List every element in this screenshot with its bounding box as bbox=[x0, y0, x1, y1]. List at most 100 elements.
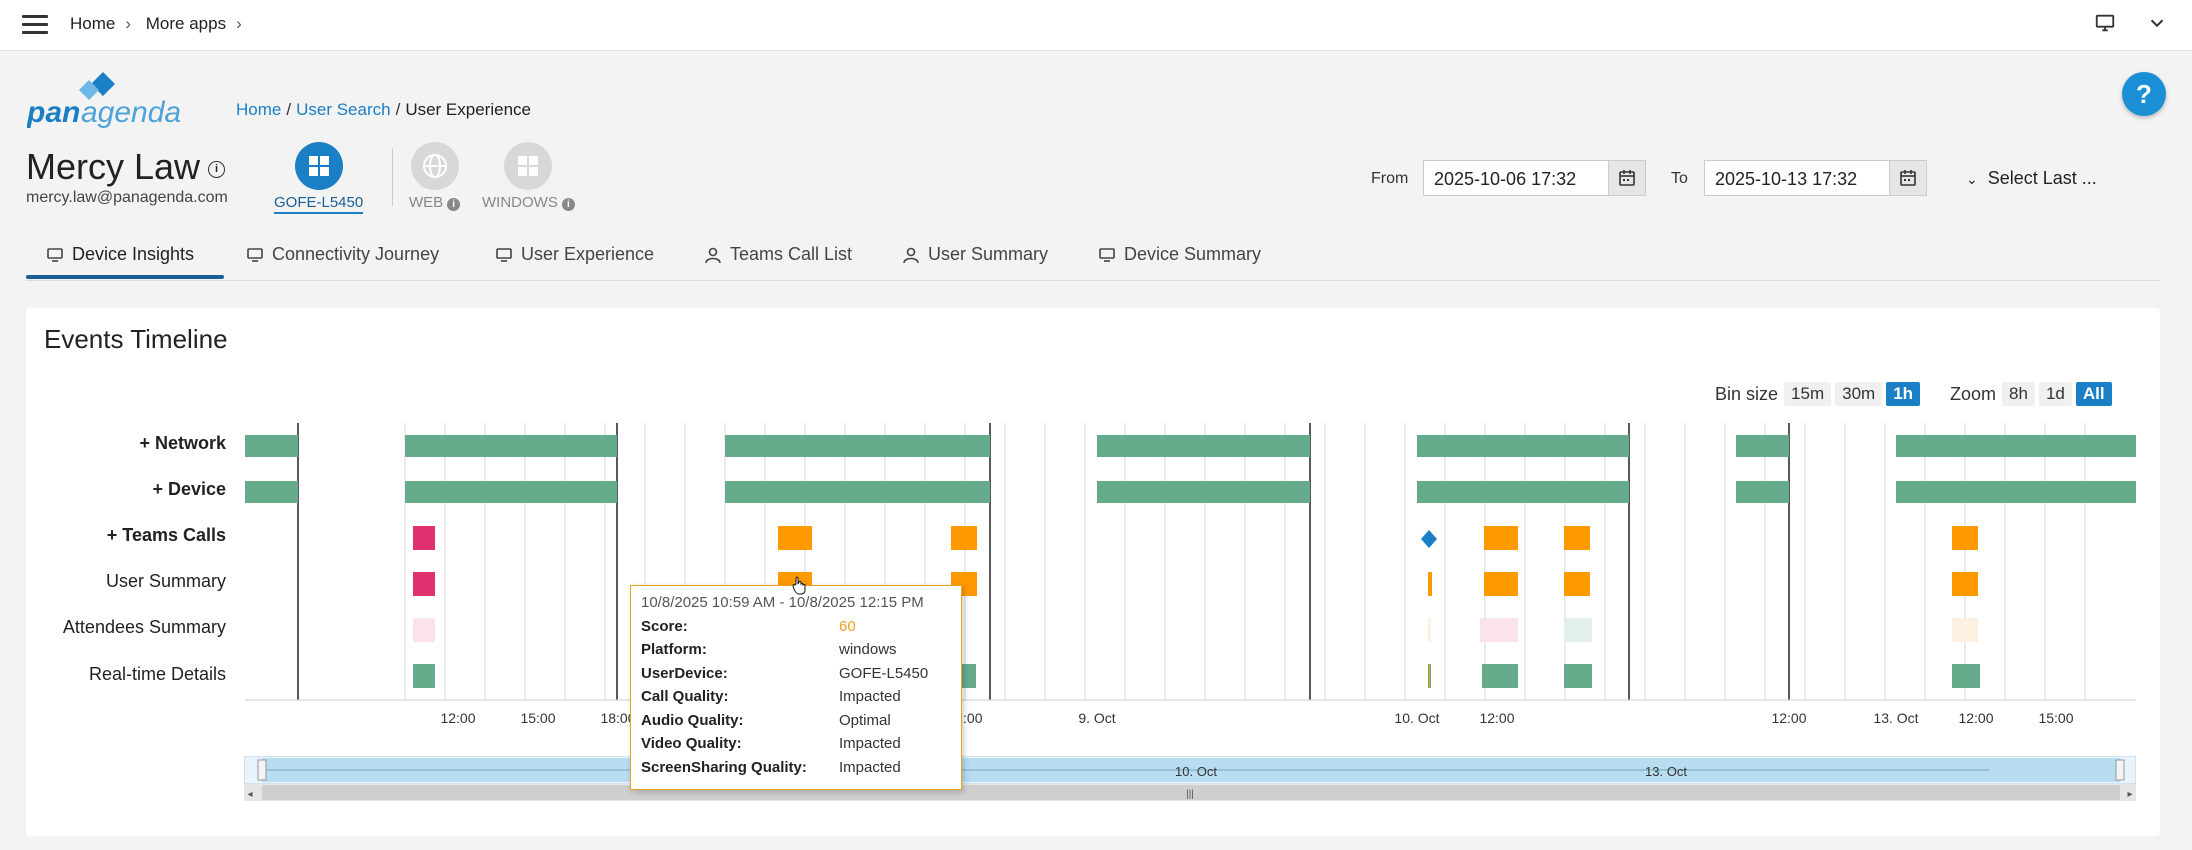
navigator-right-handle[interactable] bbox=[2115, 759, 2125, 781]
info-icon[interactable]: i bbox=[561, 198, 575, 211]
scroll-left-icon[interactable]: ◂ bbox=[247, 789, 252, 800]
teams-call-bar-marker[interactable] bbox=[1421, 530, 1437, 548]
tab-bar: Device Insights Connectivity Journey Use… bbox=[26, 236, 2160, 281]
calendar-icon[interactable] bbox=[1608, 160, 1646, 196]
tab-teams-call-list[interactable]: Teams Call List bbox=[704, 244, 852, 265]
chevron-down-icon[interactable] bbox=[2146, 12, 2168, 34]
svg-text:agenda: agenda bbox=[81, 96, 181, 129]
menu-icon[interactable] bbox=[22, 15, 48, 35]
device-label: WINDOWS bbox=[482, 194, 558, 211]
device-bar[interactable] bbox=[1417, 481, 1629, 503]
monitor-icon[interactable] bbox=[2094, 12, 2116, 34]
bin-30m-button[interactable]: 30m bbox=[1835, 382, 1883, 406]
attendees-summary-bar[interactable] bbox=[413, 618, 435, 642]
realtime-details-bar[interactable] bbox=[1952, 664, 1980, 688]
network-bar[interactable] bbox=[1736, 435, 1789, 457]
device-bar[interactable] bbox=[1097, 481, 1310, 503]
chevron-down-icon: ⌄ bbox=[1966, 171, 1978, 187]
tab-user-experience[interactable]: User Experience bbox=[495, 244, 654, 265]
user-summary-bar[interactable] bbox=[1564, 572, 1590, 596]
teams-call-bar[interactable] bbox=[951, 526, 977, 550]
calendar-icon[interactable] bbox=[1889, 160, 1927, 196]
device-bar[interactable] bbox=[245, 481, 298, 503]
device-bar[interactable] bbox=[725, 481, 990, 503]
x-tick-label: 15:00 bbox=[520, 710, 555, 726]
events-timeline-card: Events Timeline Bin size 15m 30m 1h Zoom… bbox=[26, 308, 2160, 836]
svg-text:|||: ||| bbox=[1186, 789, 1194, 800]
device-tab-web[interactable]: WEB i bbox=[409, 142, 461, 211]
device-tab-gofe[interactable]: GOFE-L5450 bbox=[274, 142, 364, 214]
bin-15m-button[interactable]: 15m bbox=[1784, 382, 1832, 406]
row-label-network[interactable]: + Network bbox=[139, 433, 226, 453]
device-bar[interactable] bbox=[1736, 481, 1789, 503]
teams-call-bar[interactable] bbox=[778, 526, 812, 550]
tab-device-summary[interactable]: Device Summary bbox=[1098, 244, 1261, 265]
user-summary-bar[interactable] bbox=[1952, 572, 1978, 596]
tab-label: Device Insights bbox=[72, 244, 195, 264]
network-bar[interactable] bbox=[405, 435, 617, 457]
tab-user-summary[interactable]: User Summary bbox=[902, 244, 1048, 265]
attendees-summary-bar-thin[interactable] bbox=[1428, 618, 1431, 642]
row-label-teams-calls[interactable]: + Teams Calls bbox=[106, 525, 226, 545]
attendees-summary-bar[interactable] bbox=[1564, 618, 1592, 642]
attendees-summary-bar[interactable] bbox=[1952, 618, 1978, 642]
zoom-control: Zoom 8h 1d All bbox=[1950, 382, 2112, 406]
bin-1h-button[interactable]: 1h bbox=[1886, 382, 1921, 406]
zoom-all-button[interactable]: All bbox=[2075, 382, 2112, 406]
select-last-dropdown[interactable]: ⌄ Select Last ... bbox=[1966, 168, 2097, 188]
network-bar[interactable] bbox=[725, 435, 990, 457]
realtime-details-bar[interactable] bbox=[413, 664, 435, 688]
row-label-attendees-summary: Attendees Summary bbox=[62, 617, 226, 637]
device-bar[interactable] bbox=[405, 481, 617, 503]
zoom-label: Zoom bbox=[1950, 383, 1997, 404]
network-bar[interactable] bbox=[245, 435, 298, 457]
navigator-label: 10. Oct bbox=[1175, 764, 1217, 779]
top-breadcrumb-home[interactable]: Home bbox=[70, 14, 116, 33]
help-button[interactable]: ? bbox=[2122, 72, 2166, 116]
scroll-right-icon[interactable]: ▸ bbox=[2127, 789, 2132, 800]
to-date-input[interactable]: 2025-10-13 17:32 bbox=[1704, 160, 1890, 196]
row-label-realtime-details: Real-time Details bbox=[88, 664, 226, 684]
realtime-details-bar[interactable] bbox=[1564, 664, 1592, 688]
monitor-icon bbox=[247, 247, 263, 262]
network-bar[interactable] bbox=[1896, 435, 2136, 457]
tab-connectivity-journey[interactable]: Connectivity Journey bbox=[246, 244, 439, 265]
teams-call-bar[interactable] bbox=[1952, 526, 1978, 550]
person-icon bbox=[903, 247, 919, 263]
realtime-details-bar[interactable] bbox=[962, 664, 976, 688]
from-date-input[interactable]: 2025-10-06 17:32 bbox=[1423, 160, 1609, 196]
top-breadcrumb-more-apps[interactable]: More apps bbox=[145, 14, 227, 33]
teams-call-bar[interactable] bbox=[1564, 526, 1590, 550]
attendees-summary-bar[interactable] bbox=[1480, 618, 1518, 642]
breadcrumb: Home / User Search / User Experience bbox=[236, 100, 531, 119]
user-summary-bar[interactable] bbox=[1484, 572, 1518, 596]
user-email: mercy.law@panagenda.com bbox=[26, 189, 228, 206]
globe-icon bbox=[410, 142, 459, 190]
realtime-details-bar[interactable] bbox=[1482, 664, 1518, 688]
navigator-left-handle[interactable] bbox=[257, 759, 267, 781]
breadcrumb-user-search[interactable]: User Search bbox=[296, 100, 391, 119]
device-bar[interactable] bbox=[1896, 481, 2136, 503]
teams-call-bar[interactable] bbox=[1484, 526, 1518, 550]
info-icon[interactable]: i bbox=[447, 198, 461, 211]
breadcrumb-home[interactable]: Home bbox=[236, 100, 282, 119]
row-label-device[interactable]: + Device bbox=[152, 479, 226, 499]
tooltip-score: 60 bbox=[839, 618, 856, 635]
network-bar[interactable] bbox=[1417, 435, 1629, 457]
teams-call-bar[interactable] bbox=[413, 526, 435, 550]
zoom-8h-button[interactable]: 8h bbox=[2002, 382, 2035, 406]
user-summary-bar-thin[interactable] bbox=[1428, 572, 1432, 596]
row-label-user-summary: User Summary bbox=[105, 571, 226, 591]
device-tab-windows[interactable]: WINDOWS i bbox=[482, 142, 575, 211]
user-summary-bar[interactable] bbox=[413, 572, 435, 596]
tab-device-insights[interactable]: Device Insights bbox=[46, 244, 194, 265]
device-label: GOFE-L5450 bbox=[274, 194, 364, 214]
panagenda-logo: pan agenda bbox=[27, 72, 181, 129]
zoom-1d-button[interactable]: 1d bbox=[2038, 382, 2072, 406]
info-icon[interactable]: i bbox=[208, 160, 226, 178]
tab-label: User Experience bbox=[521, 244, 655, 264]
realtime-details-bar-mark[interactable] bbox=[1429, 664, 1430, 688]
network-bar[interactable] bbox=[1097, 435, 1310, 457]
